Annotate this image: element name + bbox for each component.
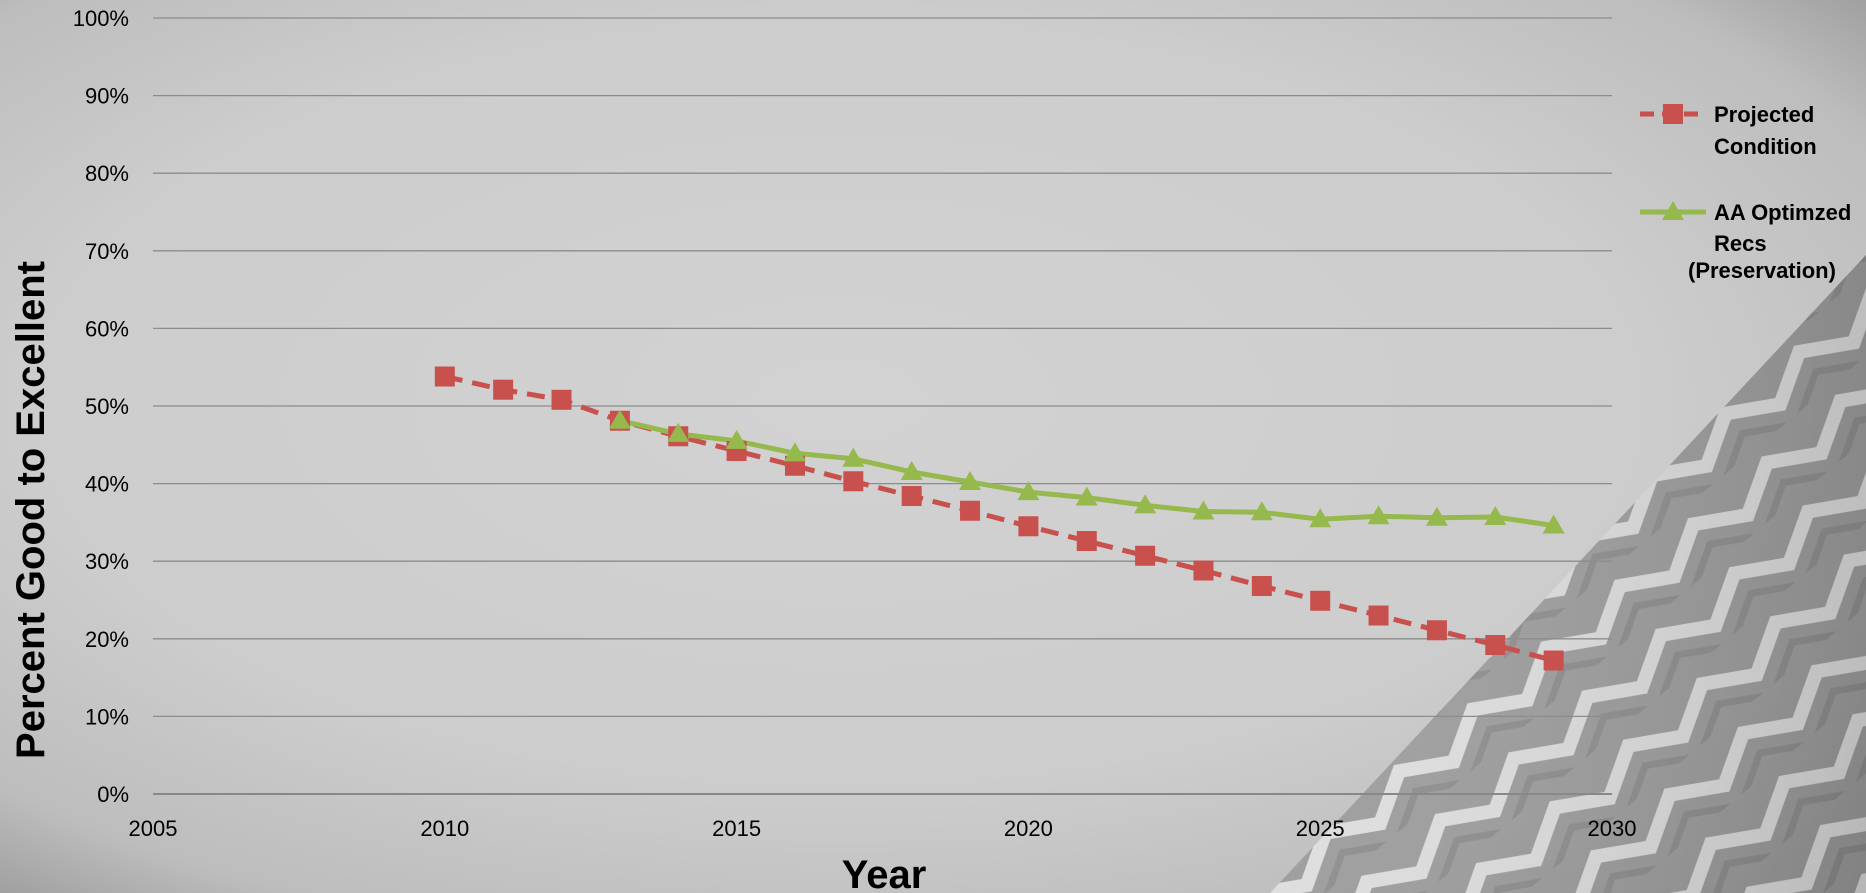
series-markers [434,366,1565,671]
data-point-projected [1368,605,1389,626]
x-tick-label: 2025 [1296,816,1345,841]
data-point-optimized [900,460,923,480]
data-point-projected [960,500,981,521]
legend: Projected Condition AA Optimzed Recs(Preser… [1640,102,1851,283]
y-axis-ticks: 0% 10% 20% 30% 40% 50% 60% 70% 80% 90% 100% [73,6,129,807]
data-point-optimized [1425,506,1448,526]
data-point-projected [901,486,922,507]
data-point-projected [1485,635,1506,656]
y-tick-label: 0% [97,782,129,807]
data-point-optimized [1192,500,1215,520]
x-tick-label: 2005 [129,816,178,841]
data-point-projected [1543,650,1564,671]
data-point-optimized [608,409,631,429]
data-point-projected [1251,576,1272,597]
tread-shade [1270,255,1866,893]
legend-label: AA Optimzed [1714,200,1851,225]
data-point-optimized [959,471,982,491]
y-tick-label: 30% [85,549,129,574]
series-line-1 [619,418,1554,528]
data-point-optimized [1075,486,1098,506]
y-tick-label: 40% [85,472,129,497]
data-point-optimized [1367,505,1390,525]
data-point-projected [493,379,514,400]
legend-label: (Preservation) [1688,258,1836,283]
data-point-optimized [725,429,748,449]
legend-marker-1 [1662,201,1684,220]
x-tick-label: 2030 [1588,816,1637,841]
data-point-projected [1310,590,1331,611]
x-tick-label: 2020 [1004,816,1053,841]
data-point-optimized [1542,514,1565,534]
data-point-projected [1193,560,1214,581]
data-point-optimized [783,442,806,462]
data-point-projected [1076,531,1097,552]
gridlines [153,17,1612,795]
y-tick-label: 100% [73,6,129,31]
legend-marker-0 [1663,104,1683,124]
x-tick-label: 2015 [712,816,761,841]
x-axis-ticks: 2005 2010 2015 2020 2025 2030 [129,816,1637,841]
data-point-projected [1426,620,1447,641]
data-point-optimized [667,422,690,442]
data-point-projected [551,389,572,410]
data-point-optimized [842,447,865,467]
data-point-optimized [1250,501,1273,521]
legend-label: Recs [1714,231,1767,256]
x-tick-label: 2010 [420,816,469,841]
data-point-optimized [1017,481,1040,501]
data-point-projected [434,366,455,387]
data-point-projected [1018,516,1039,537]
data-point-optimized [1484,505,1507,525]
data-point-projected [843,471,864,492]
y-tick-label: 60% [85,316,129,341]
legend-label: Projected [1714,102,1814,127]
y-tick-label: 50% [85,394,129,419]
y-tick-label: 10% [85,704,129,729]
data-point-optimized [1134,494,1157,514]
y-tick-label: 90% [85,84,129,109]
legend-label: Condition [1714,134,1817,159]
x-axis-title: Year [842,853,927,893]
y-tick-label: 80% [85,161,129,186]
y-axis-title: Percent Good to Excellent [9,261,53,759]
y-tick-label: 20% [85,627,129,652]
data-point-optimized [1309,508,1332,528]
data-point-projected [1135,545,1156,566]
y-tick-label: 70% [85,239,129,264]
